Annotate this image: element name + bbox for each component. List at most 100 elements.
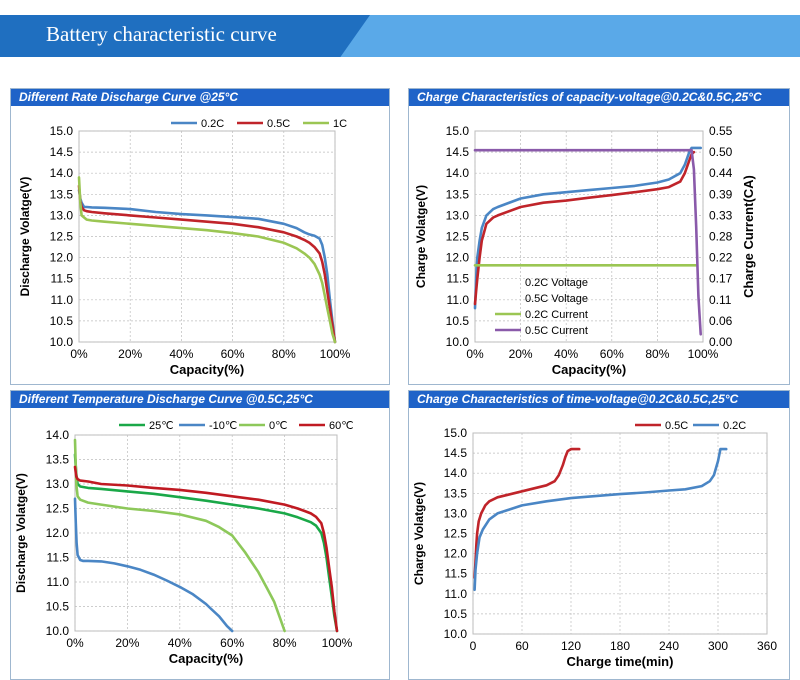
banner-title: Battery characteristic curve [46,22,277,46]
x-axis-label: Charge time(min) [567,654,674,669]
plot-area [74,434,338,632]
y-tick-label: 14.0 [446,166,470,180]
chart-panel-time-voltage: Charge Characteristics of time-voltage@0… [408,390,790,680]
y2-tick-label: 0.50 [709,145,733,159]
x-tick-label: 0% [66,636,84,650]
y-tick-label: 12.5 [50,230,74,244]
x-axis-label: Capacity(%) [170,362,244,377]
x-tick-label: 300 [708,639,728,653]
x-tick-label: 40% [168,636,192,650]
x-tick-label: 40% [169,347,193,361]
chart-temperature-discharge: 0% 20% 40% 60% 80% 100% 10.0 10.5 11.0 11.5 12.0 12… [14,420,354,666]
series-line [77,188,337,344]
chart-panel-capacity-voltage: Charge Characteristics of capacity-volta… [408,88,790,385]
y-tick-label: 10.0 [446,335,470,349]
legend-label: 0.2C Voltage [525,277,588,289]
legend-label: -10℃ [209,420,237,432]
y-tick-label: 11.0 [445,587,468,601]
chart-title: Charge Characteristics of time-voltage@0… [409,391,789,408]
y-tick-label: 12.0 [446,251,470,265]
series-line [77,176,337,344]
legend-label: 0.5C [267,118,290,130]
y-tick-label: 14.5 [444,446,468,460]
series-line [73,497,234,633]
y-tick-label: 10.5 [50,314,74,328]
legend-label: 0.5C Current [525,325,588,337]
banner: Battery characteristic curve [0,15,800,57]
x-tick-label: 40% [554,347,578,361]
y-tick-label: 15.0 [50,124,74,138]
x-tick-label: 80% [645,347,669,361]
y-axis-label: Discharge Volatge(V) [14,473,28,593]
y-tick-label: 14.0 [444,466,468,480]
y-tick-label: 11.0 [47,575,70,589]
y-tick-label: 14.5 [50,145,74,159]
legend-label: 1C [333,118,347,130]
legend-label: 0.5C [665,420,688,432]
x-tick-label: 80% [272,347,296,361]
series-line [473,146,703,310]
x-tick-label: 60% [221,347,245,361]
y2-axis-label: Charge Current(CA) [741,175,756,298]
y-axis-label: Discharge Volatge(V) [18,177,32,297]
x-tick-label: 240 [659,639,679,653]
y-tick-label: 10.0 [46,624,70,638]
x-tick-label: 100% [688,347,719,361]
y2-tick-label: 0.28 [709,230,733,244]
y-tick-label: 11.5 [51,272,74,286]
series-line [77,184,337,344]
y-tick-label: 13.5 [444,486,468,500]
x-tick-label: 20% [509,347,533,361]
y2-tick-label: 0.55 [709,124,733,138]
y-tick-label: 11.5 [445,567,468,581]
y-tick-label: 11.5 [47,551,70,565]
y-tick-label: 12.0 [444,547,468,561]
y-tick-label: 13.0 [46,477,70,491]
y-tick-label: 11.5 [447,272,470,286]
y-tick-label: 15.0 [444,426,468,440]
chart-title: Charge Characteristics of capacity-volta… [409,89,789,106]
y-tick-label: 13.0 [50,208,74,222]
chart-title: Different Rate Discharge Curve @25°C [11,89,389,106]
x-tick-label: 100% [322,636,353,650]
y-tick-label: 11.0 [51,293,74,307]
x-tick-label: 360 [757,639,777,653]
y-tick-label: 12.5 [446,230,470,244]
y-tick-label: 13.5 [446,187,470,201]
y-tick-label: 10.5 [444,607,468,621]
x-tick-label: 0% [466,347,484,361]
y-tick-label: 15.0 [446,124,470,138]
x-tick-label: 180 [610,639,630,653]
y-tick-label: 13.5 [50,187,74,201]
y2-tick-label: 0.11 [709,293,732,307]
series-line [73,438,286,633]
chart-rate-discharge: 0% 20% 40% 60% 80% 100% 10.0 10.5 11.0 11.5 12.0 12… [18,118,351,377]
series-line [473,447,581,579]
series-line [73,465,339,633]
y-tick-label: 12.5 [444,527,468,541]
x-tick-label: 0 [470,639,477,653]
banner-title-tab [0,15,370,57]
y2-tick-label: 0.44 [709,166,733,180]
y2-tick-label: 0.06 [709,314,733,328]
y-tick-label: 10.0 [444,627,468,641]
x-tick-label: 100% [320,347,351,361]
x-tick-label: 120 [561,639,581,653]
y2-tick-label: 0.00 [709,335,733,349]
legend-label: 0.2C [201,118,224,130]
chart-time-voltage: 0 60 120 180 240 300 360 10.0 10.5 11.0 11.5 12.0 12… [412,420,777,669]
x-tick-label: 80% [273,636,297,650]
y-tick-label: 12.0 [50,251,74,265]
legend-label: 0℃ [269,420,287,432]
y-tick-label: 13.5 [46,453,70,467]
y-tick-label: 13.0 [446,208,470,222]
legend-label: 25℃ [149,420,174,432]
y-tick-label: 14.0 [50,166,74,180]
y-tick-label: 13.0 [444,506,468,520]
x-axis-label: Capacity(%) [552,362,626,377]
y2-tick-label: 0.17 [709,272,733,286]
y-tick-label: 11.0 [447,293,470,307]
y-tick-label: 10.5 [46,600,70,614]
y-tick-label: 12.0 [46,526,70,540]
legend-label: 0.2C Current [525,309,588,321]
